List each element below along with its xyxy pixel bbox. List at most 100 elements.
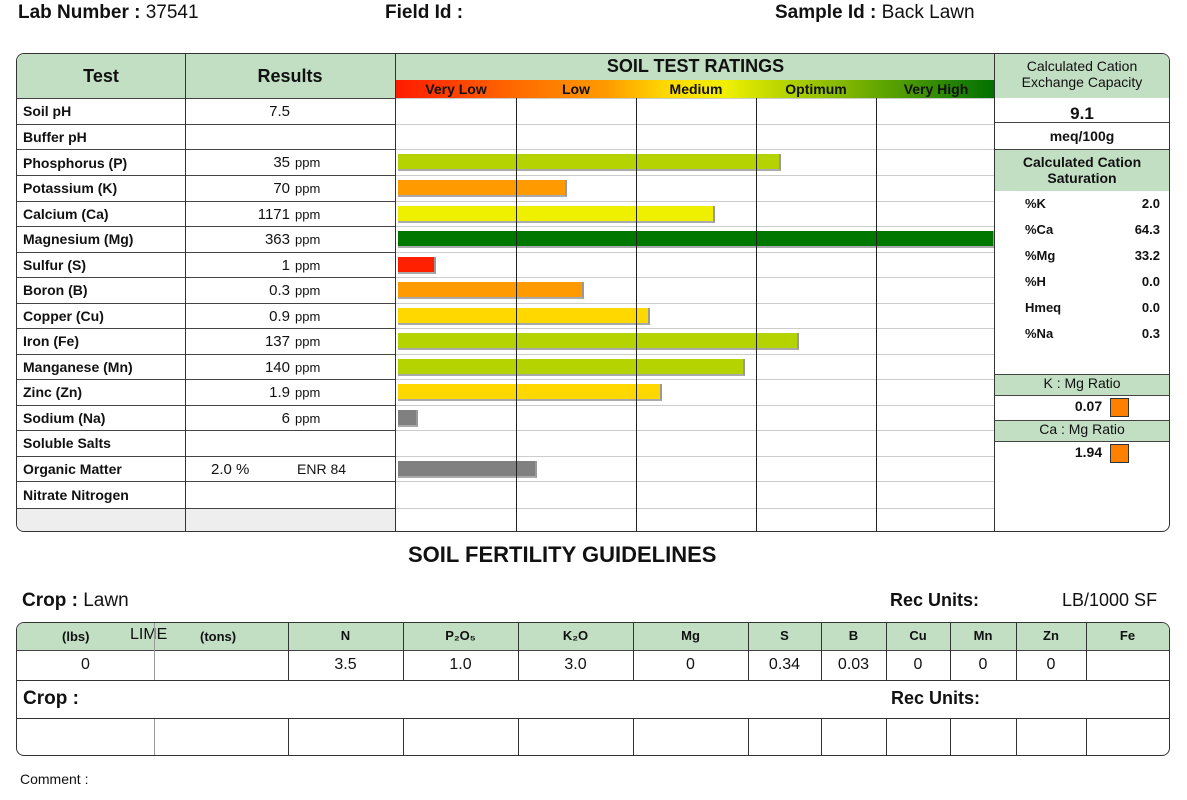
table-row: Potassium (K) 70 ppm — [17, 175, 395, 202]
guidelines-table: (lbs) LIME (tons) 0 N 3.5 P₂O₅ 1.0 K₂O 3.0 Mg 0 S… — [16, 622, 1170, 756]
rating-bar — [398, 231, 995, 248]
value-b: 0.03 — [837, 656, 870, 673]
test-name: Potassium (K) — [23, 180, 118, 196]
value-mn: 0 — [978, 656, 988, 673]
band-label: Very Low — [425, 81, 487, 97]
result-unit: ppm — [295, 283, 321, 298]
value-mg: 0 — [686, 656, 695, 673]
result-value: 363 — [264, 231, 290, 248]
camg-ratio-label: Ca : Mg Ratio — [995, 420, 1169, 442]
col-header-mg: Mg — [681, 628, 700, 643]
value-zn: 0 — [1046, 656, 1056, 673]
result-value: 35 — [273, 154, 290, 171]
saturation-item: %Mg 33.2 — [1025, 248, 1160, 263]
result-value: 6 — [281, 409, 290, 427]
col-header-n: N — [340, 628, 351, 643]
result-value: 7.5 — [269, 103, 290, 120]
test-name: Buffer pH — [23, 128, 87, 145]
result-value: 140 — [264, 358, 290, 376]
test-name: Soluble Salts — [23, 435, 111, 451]
result-unit: ppm — [295, 232, 321, 247]
result-unit: ppm — [295, 334, 321, 349]
test-name: Nitrate Nitrogen — [23, 487, 129, 503]
result-unit: ppm — [295, 181, 321, 196]
cec-value: 9.1 — [1070, 104, 1094, 123]
result-value: 0.9 — [269, 307, 290, 325]
result-unit: ppm — [295, 155, 321, 170]
result-value: 1171 — [257, 205, 290, 223]
table-row: Sulfur (S) 1 ppm — [17, 251, 395, 279]
enr-value: ENR 84 — [297, 460, 347, 477]
col-header-p2o5: P₂O₅ — [445, 628, 476, 643]
test-name: Manganese (Mn) — [23, 358, 133, 375]
result-value: 2.0 % — [211, 460, 250, 478]
table-row: Buffer pH — [17, 123, 395, 151]
col-header-cu: Cu — [909, 628, 927, 643]
value-k2o: 3.0 — [564, 656, 587, 673]
lime-tons-header: (tons) — [200, 629, 237, 644]
crop-2-label: Crop : — [23, 688, 79, 709]
rating-scale — [396, 80, 995, 98]
camg-ratio: 1.94 — [995, 444, 1169, 463]
comment-label: Comment : — [20, 771, 89, 787]
cation-panel: Calculated Cation Exchange Capacity 9.1 … — [995, 54, 1169, 531]
result-value: 1.9 — [269, 384, 290, 401]
result-unit: ppm — [295, 257, 321, 273]
rating-bar — [398, 409, 418, 427]
rating-bar — [398, 307, 650, 325]
result-unit: ppm — [295, 206, 321, 222]
col-header-zn: Zn — [1043, 628, 1059, 643]
value-p2o5: 1.0 — [449, 656, 472, 673]
ratio-flag-icon — [1110, 444, 1130, 463]
result-unit: ppm — [295, 359, 321, 375]
saturation-item: %H 0.0 — [1025, 274, 1160, 289]
col-header-b: B — [848, 628, 859, 643]
rating-bar — [398, 384, 662, 401]
test-name: Calcium (Ca) — [23, 205, 109, 222]
rec-units-value: LB/1000 SF — [1062, 590, 1158, 610]
soil-test-table: Test Results SOIL TEST RATINGS Soil pH 7.… — [16, 53, 1170, 532]
rating-bar — [398, 282, 585, 299]
table-row: Manganese (Mn) 140 ppm — [17, 353, 395, 381]
saturation-item: %K 2.0 — [1025, 196, 1160, 211]
kmg-ratio: 0.07 — [995, 398, 1169, 417]
table-row: Calcium (Ca) 1171 ppm — [17, 200, 395, 228]
rating-bar — [398, 154, 781, 171]
result-value: 1 — [281, 256, 290, 274]
rating-bar — [398, 358, 746, 376]
result-value: 0.3 — [269, 282, 290, 299]
test-name: Zinc (Zn) — [23, 384, 83, 400]
crop: Crop : Lawn — [22, 590, 129, 611]
rating-bar — [398, 460, 537, 478]
test-name: Sodium (Na) — [23, 409, 106, 426]
test-name: Boron (B) — [23, 282, 88, 298]
test-name: Copper (Cu) — [23, 307, 104, 324]
test-name: Soil pH — [23, 103, 72, 119]
band-label: Optimum — [785, 81, 847, 97]
saturation-item: %Ca 64.3 — [1025, 222, 1160, 237]
col-header-k2o: K₂O — [562, 628, 589, 643]
col-header-s: S — [780, 628, 789, 643]
test-name: Phosphorus (P) — [23, 155, 128, 171]
test-name: Magnesium (Mg) — [23, 231, 134, 247]
table-row: Boron (B) 0.3 ppm — [17, 277, 395, 304]
table-row: Magnesium (Mg) 363 ppm — [17, 226, 395, 253]
field-id: Field Id : — [385, 2, 464, 23]
band-label: Low — [562, 81, 590, 97]
result-unit: ppm — [295, 410, 321, 426]
table-row: Organic Matter 2.0 % ENR 84 — [17, 455, 395, 483]
table-row: Soluble Salts — [17, 430, 395, 457]
kmg-ratio-label: K : Mg Ratio — [995, 374, 1169, 396]
test-header: Test — [83, 66, 119, 86]
table-row: Sodium (Na) 6 ppm — [17, 404, 395, 432]
table-row — [17, 508, 395, 531]
band-label: Very High — [903, 81, 969, 97]
saturation-item: %Na 0.3 — [1025, 326, 1160, 341]
table-row: Copper (Cu) 0.9 ppm — [17, 302, 395, 330]
rating-bar — [398, 333, 799, 350]
result-value: 137 — [264, 333, 290, 350]
lime-lbs-value: 0 — [81, 656, 90, 673]
cec-unit: meq/100g — [995, 122, 1169, 144]
ratings-chart: Very Low Low Medium Optimum Very High — [396, 54, 995, 531]
test-name: Organic Matter — [23, 460, 122, 477]
